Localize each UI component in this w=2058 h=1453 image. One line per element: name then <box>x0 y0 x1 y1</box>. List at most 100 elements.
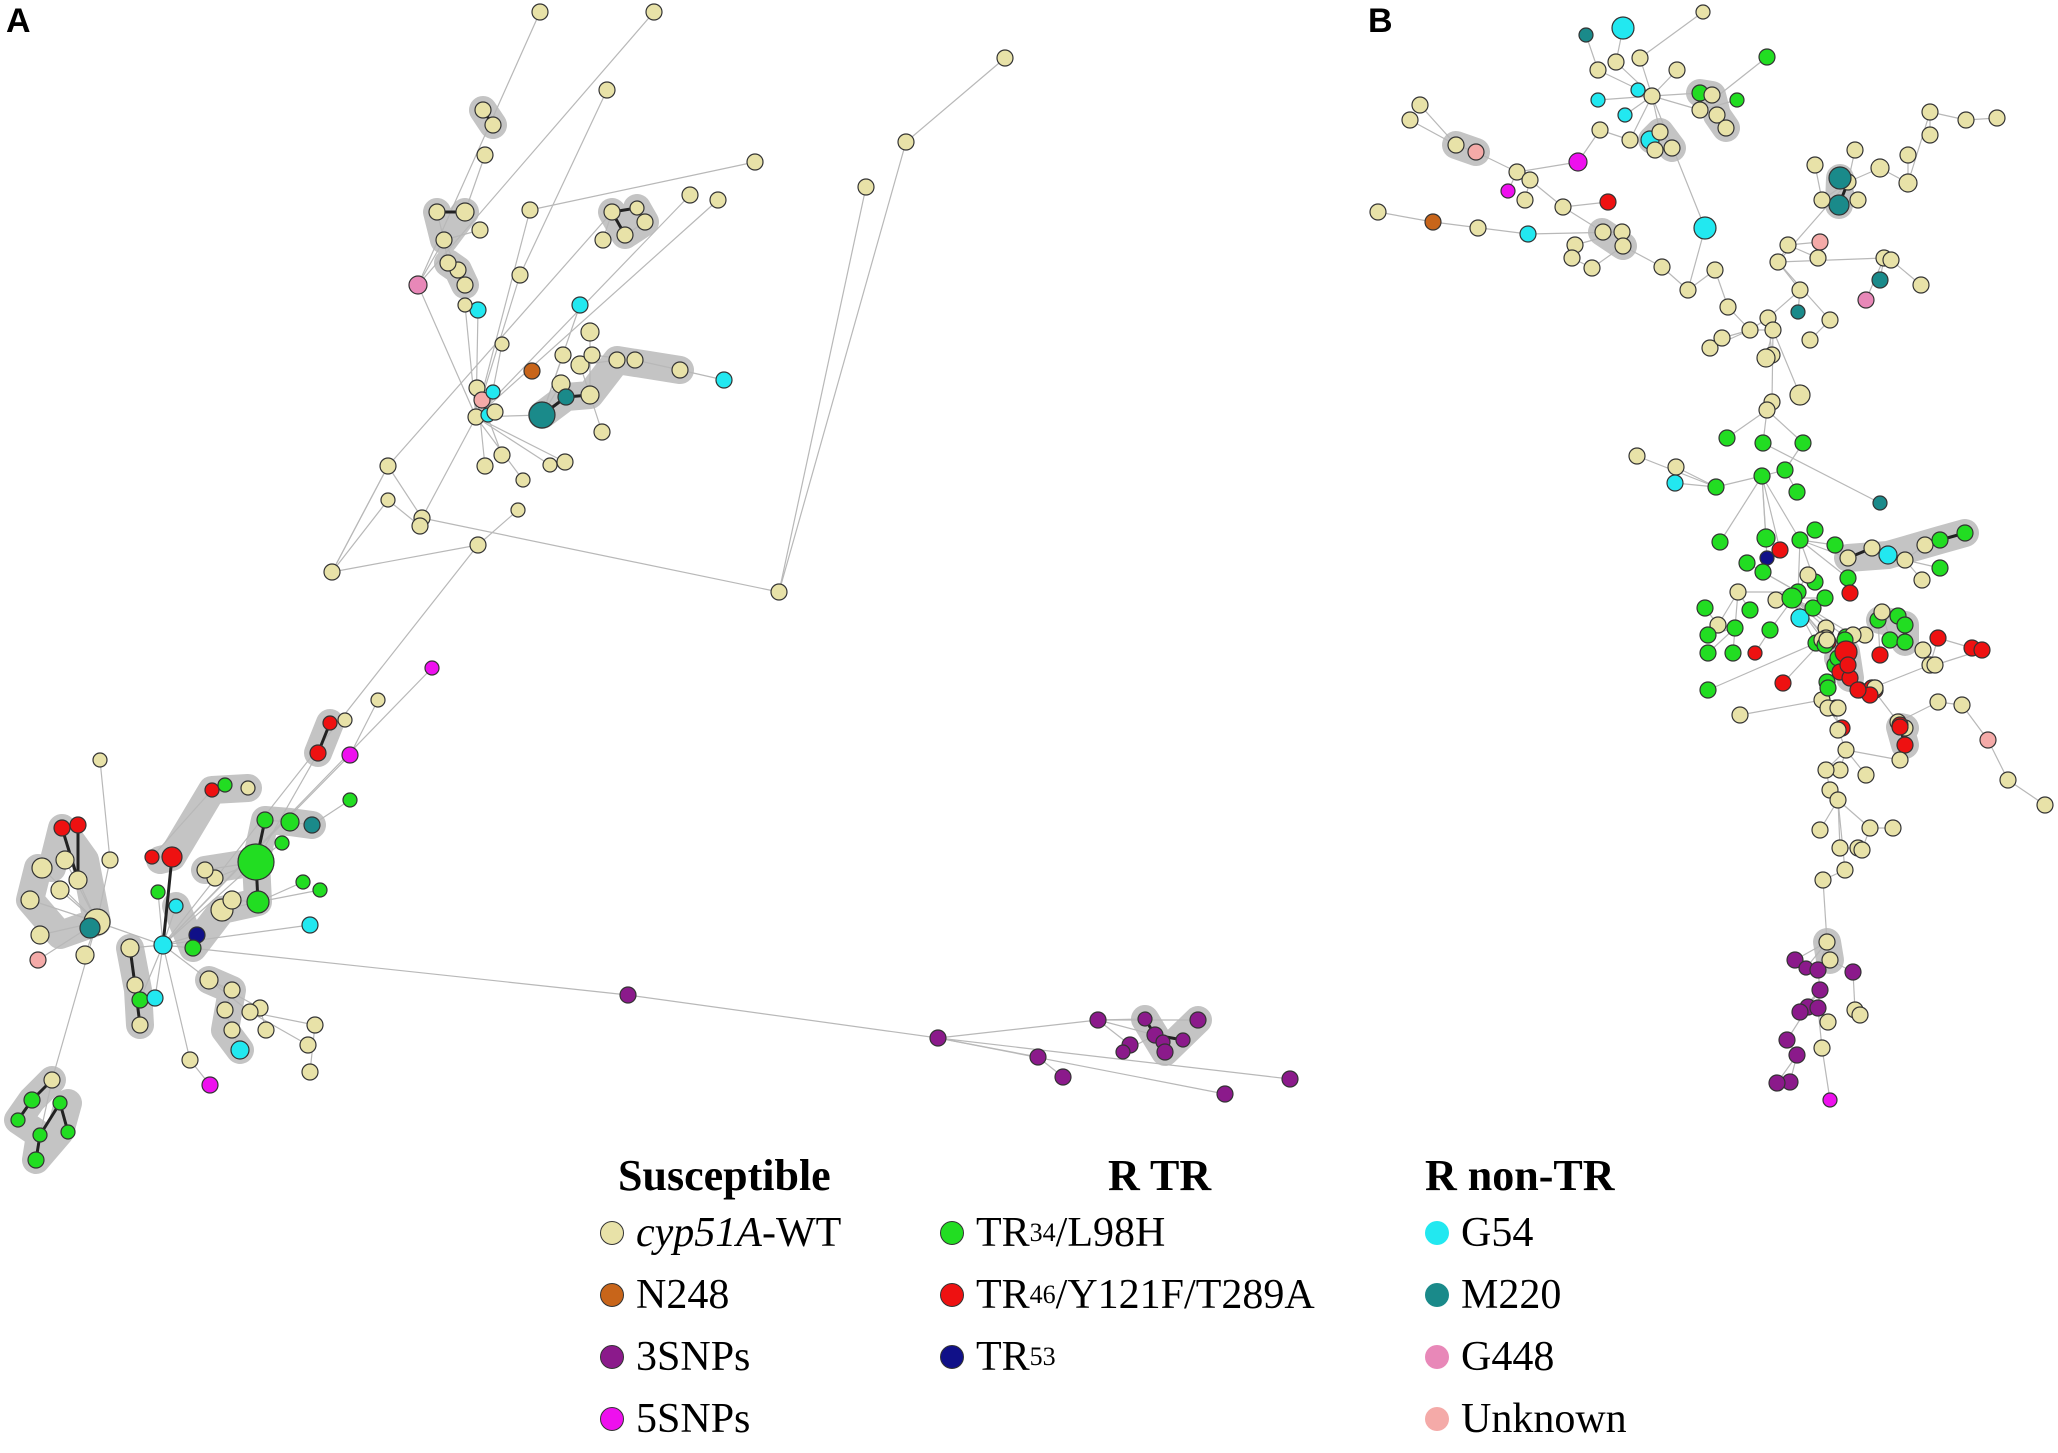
isolate-node <box>1791 1003 1809 1021</box>
isolate-node <box>1809 961 1827 979</box>
network-edge <box>387 465 423 519</box>
isolate-node <box>201 1076 219 1094</box>
isolate-node <box>1628 447 1646 465</box>
isolate-node <box>1500 183 1516 199</box>
network-edge <box>1799 539 1849 579</box>
legend-gene-name: cyp51A <box>636 1210 762 1256</box>
isolate-node <box>168 898 184 914</box>
isolate-node <box>1801 331 1819 349</box>
network-edge <box>1821 1047 1831 1101</box>
legend-title-r-tr: R TR <box>1108 1151 1212 1200</box>
isolate-node <box>510 502 526 518</box>
isolate-node <box>681 186 699 204</box>
isolate-node <box>1804 599 1822 617</box>
isolate-node <box>594 231 612 249</box>
isolate-node <box>306 1016 324 1034</box>
isolate-node <box>43 1071 61 1089</box>
network-edge <box>519 89 608 276</box>
cluster-edge <box>161 856 174 946</box>
network-edge <box>1777 257 1885 263</box>
isolate-node <box>1809 999 1827 1017</box>
isolate-node <box>1578 27 1594 43</box>
isolate-node <box>1829 721 1847 739</box>
isolate-node <box>1646 141 1664 159</box>
legend-item-5snps: 5SNPs <box>600 1388 841 1450</box>
isolate-node <box>1668 61 1686 79</box>
isolate-node <box>1115 1044 1131 1060</box>
isolate-node <box>1881 631 1899 649</box>
network-edge <box>937 1019 1099 1039</box>
network-edge <box>162 944 191 1061</box>
network-edge <box>937 1037 1039 1058</box>
isolate-node <box>1614 237 1632 255</box>
network-edge <box>1719 475 1763 543</box>
isolate-node <box>20 890 40 910</box>
network-edge <box>99 759 111 861</box>
isolate-node <box>237 843 275 881</box>
isolate-node <box>485 384 501 400</box>
network-edge <box>477 509 519 546</box>
network-edge <box>1797 539 1801 593</box>
legend-item-cyp51a-wt: cyp51A -WT <box>600 1202 841 1264</box>
isolate-node <box>1896 736 1914 754</box>
isolate-node <box>1719 298 1737 316</box>
isolate-node <box>1189 1011 1207 1029</box>
isolate-node <box>303 816 321 834</box>
network-edge <box>1771 329 1774 403</box>
isolate-node <box>1411 96 1429 114</box>
isolate-node <box>1695 4 1711 20</box>
isolate-node <box>531 3 549 21</box>
isolate-node <box>1913 571 1931 589</box>
isolate-node <box>1818 631 1836 649</box>
isolate-node <box>1896 616 1914 634</box>
isolate-node <box>1521 171 1539 189</box>
isolate-node <box>1568 152 1588 172</box>
legend-suffix: /Y121F/T289A <box>1055 1272 1315 1318</box>
isolate-node <box>1788 1046 1806 1064</box>
legend-item-g54: G54 <box>1425 1202 1627 1264</box>
network-edge <box>349 699 379 756</box>
isolate-node <box>1768 1074 1786 1092</box>
isolate-node <box>1764 321 1782 339</box>
isolate-node <box>1786 951 1804 969</box>
isolate-node <box>511 266 529 284</box>
isolate-node <box>1590 92 1606 108</box>
legend-swatch-n248 <box>600 1283 624 1307</box>
isolate-node <box>53 819 71 837</box>
isolate-node <box>469 536 487 554</box>
isolate-node <box>131 991 149 1009</box>
isolate-node <box>10 1112 26 1128</box>
isolate-node <box>554 346 572 364</box>
legend-r-non-tr: R non-TR G54 M220 G448 Unknown <box>1425 1150 1627 1450</box>
isolate-node <box>1447 136 1465 154</box>
isolate-node <box>1821 951 1839 969</box>
legend-item-m220: M220 <box>1425 1264 1627 1326</box>
legend-label: N248 <box>636 1272 730 1318</box>
panel-label-a: A <box>6 2 31 40</box>
isolate-node <box>1759 550 1775 566</box>
isolate-node <box>1821 311 1839 329</box>
isolate-node <box>29 951 47 969</box>
isolate-node <box>542 457 558 473</box>
isolate-node <box>1781 587 1803 609</box>
network-edge <box>1419 104 1457 146</box>
isolate-node <box>1811 233 1829 251</box>
isolate-node <box>1554 198 1572 216</box>
isolate-node <box>1789 384 1811 406</box>
isolate-node <box>92 752 108 768</box>
isolate-node <box>240 780 256 796</box>
legend-item-tr34: TR 34/L98H <box>940 1202 1315 1264</box>
isolate-node <box>523 362 541 380</box>
isolate-node <box>146 989 164 1007</box>
isolate-node <box>1931 559 1949 577</box>
isolate-node <box>1699 681 1717 699</box>
isolate-node <box>280 812 300 832</box>
isolate-node <box>1813 1039 1831 1057</box>
network-edge <box>1597 95 1653 101</box>
legend-label: G448 <box>1461 1334 1555 1380</box>
isolate-node <box>144 849 160 865</box>
isolate-node <box>1891 751 1909 769</box>
isolate-node <box>1401 111 1419 129</box>
isolate-node <box>1891 718 1909 736</box>
isolate-node <box>60 1124 76 1140</box>
